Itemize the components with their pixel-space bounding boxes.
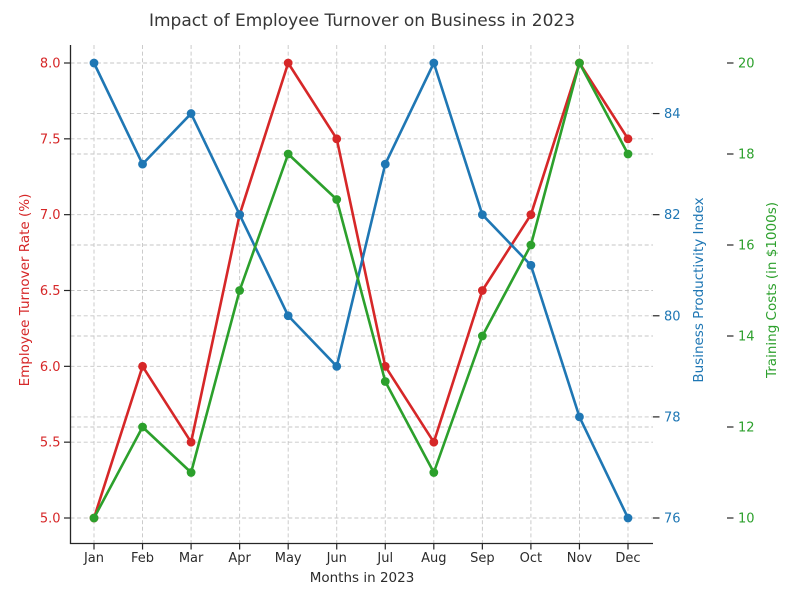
series-line-productivity <box>92 61 630 520</box>
x-tick-label: May <box>275 551 302 566</box>
series-marker-productivity <box>380 159 390 169</box>
x-tick-label: Dec <box>615 551 640 566</box>
y-tick-label-left: 5.5 <box>40 436 61 451</box>
series-marker-productivity <box>138 159 147 169</box>
series-marker-training <box>186 468 196 477</box>
series-line-turnover <box>92 61 630 520</box>
series-marker-training <box>477 331 487 341</box>
y-tick-label-right-inner: 84 <box>664 107 681 122</box>
series-marker-turnover <box>186 437 196 447</box>
y-tick-label-left: 6.0 <box>40 360 61 375</box>
series-marker-productivity <box>526 260 536 270</box>
series-marker-productivity <box>186 109 196 118</box>
x-tick-label: Feb <box>131 551 154 566</box>
right-axis-label-training: Training Costs (in $1000s) <box>764 201 780 379</box>
x-tick-label: Jan <box>83 551 104 566</box>
left-axis-label: Employee Turnover Rate (%) <box>17 193 33 387</box>
y-tick-label-right-outer: 10 <box>738 512 755 527</box>
y-tick-label-right-inner: 78 <box>664 410 681 425</box>
y-tick-label-right-inner: 80 <box>664 309 681 324</box>
series-marker-training <box>89 513 99 523</box>
series-marker-productivity <box>623 513 633 523</box>
x-tick-label: Nov <box>567 551 593 566</box>
x-axis-label: Months in 2023 <box>309 570 415 586</box>
y-tick-label-right-outer: 12 <box>738 421 755 436</box>
series-marker-turnover <box>477 286 487 295</box>
y-tick-label-right-inner: 82 <box>664 208 681 223</box>
y-tick-label-right-outer: 14 <box>738 330 755 345</box>
y-tick-label-right-outer: 16 <box>738 239 755 254</box>
series-marker-productivity <box>575 412 584 422</box>
x-tick-label: Jul <box>376 551 393 566</box>
series-marker-turnover <box>526 210 536 220</box>
chart-title: Impact of Employee Turnover on Business … <box>148 11 576 31</box>
y-tick-label-left: 6.5 <box>40 284 61 299</box>
series-line-training <box>92 61 630 520</box>
series-marker-training <box>283 149 293 159</box>
series-marker-productivity <box>235 210 245 220</box>
series-marker-productivity <box>89 58 99 68</box>
series-marker-training <box>380 377 390 386</box>
series-marker-training <box>575 58 584 68</box>
y-tick-label-right-outer: 20 <box>738 57 755 72</box>
series-marker-training <box>623 149 633 159</box>
series-marker-turnover <box>429 437 439 447</box>
series-marker-turnover <box>623 134 633 144</box>
x-tick-label: Apr <box>228 551 251 566</box>
series-marker-turnover <box>138 361 147 371</box>
y-tick-label-left: 5.0 <box>40 512 61 527</box>
y-tick-label-left: 8.0 <box>40 57 61 72</box>
y-tick-label-left: 7.0 <box>40 208 61 223</box>
series-marker-training <box>235 286 245 295</box>
x-tick-label: Oct <box>520 551 542 566</box>
series-marker-productivity <box>477 210 487 220</box>
x-tick-label: Jun <box>326 551 347 566</box>
series-marker-training <box>429 468 439 477</box>
series-marker-training <box>526 240 536 250</box>
x-tick-label: Aug <box>421 551 446 566</box>
series-marker-training <box>138 422 147 432</box>
series-marker-turnover <box>283 58 293 68</box>
series-marker-productivity <box>283 311 293 321</box>
x-tick-label: Sep <box>470 551 495 566</box>
x-tick-label: Mar <box>179 551 204 566</box>
series-marker-productivity <box>429 58 439 68</box>
y-tick-label-left: 7.5 <box>40 132 61 147</box>
y-tick-label-right-outer: 18 <box>738 148 755 163</box>
series-marker-productivity <box>332 361 342 371</box>
series-marker-training <box>332 195 342 204</box>
series-marker-turnover <box>332 134 342 144</box>
y-tick-label-right-inner: 76 <box>664 512 681 527</box>
right-axis-label-productivity: Business Productivity Index <box>691 197 707 383</box>
